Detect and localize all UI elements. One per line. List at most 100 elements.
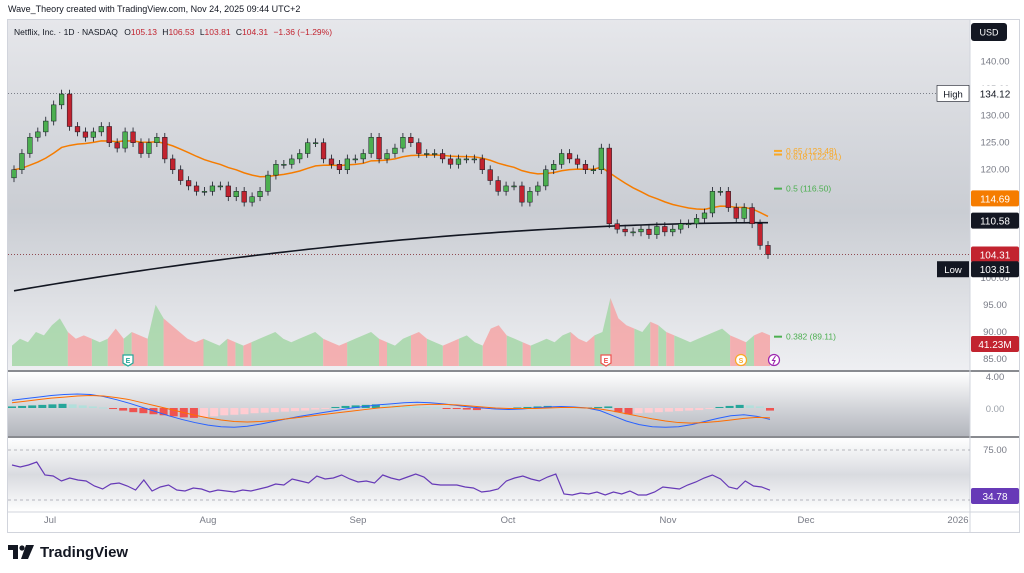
candle-body[interactable] [384, 153, 390, 160]
candle-body[interactable] [511, 185, 517, 188]
candle-body[interactable] [709, 191, 716, 214]
earnings-marker[interactable] [600, 354, 612, 367]
candle-body[interactable] [622, 228, 628, 233]
candle-body[interactable] [487, 169, 493, 181]
candle-body[interactable] [66, 93, 73, 127]
candle-body[interactable] [543, 169, 549, 187]
candle-body[interactable] [495, 180, 501, 192]
candle-body[interactable] [82, 131, 89, 138]
candle-body[interactable] [59, 93, 65, 106]
earnings-marker[interactable] [122, 354, 134, 367]
candle-body[interactable] [193, 185, 200, 192]
candle-body[interactable] [19, 153, 25, 170]
candle-body[interactable] [241, 191, 247, 203]
time-axis-tick[interactable]: Nov [660, 515, 677, 526]
candle-body[interactable] [598, 147, 604, 170]
candle-body[interactable] [439, 153, 446, 160]
candle-body[interactable] [106, 126, 112, 143]
candle-body[interactable] [463, 158, 470, 161]
candle-body[interactable] [130, 131, 136, 143]
candle-body[interactable] [257, 191, 263, 197]
candle-body[interactable] [606, 147, 612, 225]
candle-body[interactable] [74, 126, 81, 133]
candle-body[interactable] [693, 218, 700, 225]
candlestick-series[interactable] [11, 89, 771, 259]
candle-body[interactable] [447, 158, 454, 165]
candle-body[interactable] [312, 142, 319, 144]
candle-body[interactable] [574, 158, 581, 165]
candle-body[interactable] [170, 158, 176, 170]
candle-body[interactable] [233, 191, 239, 197]
candle-body[interactable] [432, 153, 438, 155]
time-axis-tick[interactable]: Aug [200, 515, 217, 526]
candle-body[interactable] [146, 142, 152, 154]
time-axis[interactable]: Jul Aug Sep Oct Nov Dec 2026 [44, 515, 969, 526]
candle-body[interactable] [424, 153, 430, 155]
candle-body[interactable] [638, 228, 644, 233]
candle-body[interactable] [249, 196, 255, 203]
candle-body[interactable] [344, 158, 350, 170]
candle-body[interactable] [678, 223, 684, 230]
candle-body[interactable] [162, 137, 168, 160]
candle-body[interactable] [27, 137, 33, 154]
candle-body[interactable] [654, 226, 660, 235]
candle-body[interactable] [479, 158, 485, 170]
candle-body[interactable] [122, 131, 128, 149]
candle-body[interactable] [201, 191, 208, 193]
candle-body[interactable] [614, 223, 620, 230]
candle-body[interactable] [590, 169, 597, 171]
candle-body[interactable] [566, 153, 573, 160]
candle-body[interactable] [178, 169, 184, 181]
candle-body[interactable] [416, 142, 422, 154]
candle-body[interactable] [51, 104, 57, 122]
candle-body[interactable] [368, 137, 374, 154]
candle-body[interactable] [305, 142, 311, 154]
candle-body[interactable] [11, 169, 17, 179]
time-axis-tick[interactable]: Dec [798, 515, 815, 526]
candle-body[interactable] [289, 158, 295, 165]
candle-body[interactable] [336, 164, 343, 170]
candle-body[interactable] [701, 212, 708, 219]
candle-body[interactable] [114, 142, 120, 149]
candle-body[interactable] [328, 158, 335, 165]
candle-body[interactable] [392, 147, 398, 154]
candle-body[interactable] [281, 164, 287, 166]
candle-body[interactable] [471, 158, 477, 161]
candle-body[interactable] [630, 231, 636, 234]
candle-body[interactable] [582, 164, 589, 170]
candle-body[interactable] [717, 191, 723, 193]
candle-body[interactable] [527, 191, 533, 203]
time-axis-tick[interactable]: Jul [44, 515, 56, 526]
candle-body[interactable] [646, 228, 652, 235]
candle-body[interactable] [670, 228, 676, 233]
chart-canvas[interactable]: 0.65 (123.48)0.618 (122.81) 0.5 (116.50) 0… [8, 20, 1019, 532]
candle-body[interactable] [400, 137, 406, 149]
symbol-legend[interactable]: Netflix, Inc. · 1D · NASDAQ O105.13 H106… [14, 27, 332, 37]
candle-body[interactable] [297, 153, 303, 160]
candle-body[interactable] [154, 137, 160, 143]
time-axis-tick[interactable]: 2026 [947, 515, 968, 526]
candle-body[interactable] [686, 223, 692, 226]
candle-body[interactable] [741, 207, 747, 219]
candle-body[interactable] [408, 137, 414, 143]
candle-body[interactable] [733, 207, 739, 219]
candle-body[interactable] [455, 158, 462, 165]
candle-body[interactable] [352, 158, 358, 161]
candle-body[interactable] [217, 185, 223, 188]
time-axis-tick[interactable]: Oct [501, 515, 516, 526]
split-marker[interactable] [734, 353, 748, 367]
candle-body[interactable] [749, 207, 755, 225]
candle-body[interactable] [559, 153, 565, 165]
candle-body[interactable] [209, 185, 216, 192]
candle-body[interactable] [273, 164, 279, 176]
candle-body[interactable] [551, 164, 557, 170]
candle-body[interactable] [90, 131, 96, 138]
candle-body[interactable] [98, 126, 104, 133]
candle-body[interactable] [138, 142, 144, 154]
candle-body[interactable] [376, 137, 382, 160]
candle-body[interactable] [503, 185, 509, 192]
candle-body[interactable] [725, 191, 731, 208]
candle-body[interactable] [662, 226, 668, 233]
candle-body[interactable] [765, 245, 771, 255]
